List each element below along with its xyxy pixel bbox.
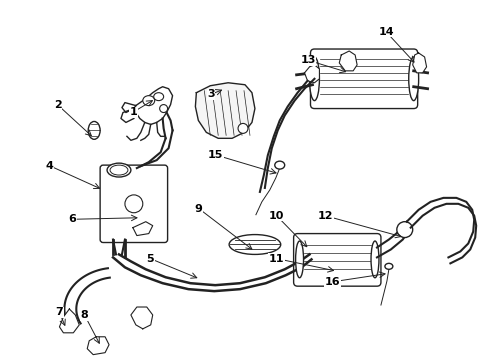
Ellipse shape: [409, 57, 418, 100]
Text: 2: 2: [54, 100, 62, 110]
Text: 7: 7: [55, 307, 63, 317]
Text: 9: 9: [195, 203, 203, 213]
Polygon shape: [59, 309, 79, 333]
Text: 8: 8: [81, 310, 88, 320]
Polygon shape: [87, 337, 109, 355]
Text: 4: 4: [46, 161, 53, 171]
FancyBboxPatch shape: [294, 234, 381, 286]
Text: 6: 6: [69, 214, 76, 224]
Polygon shape: [305, 65, 319, 83]
Ellipse shape: [107, 163, 131, 177]
Text: 10: 10: [269, 211, 284, 221]
Polygon shape: [413, 53, 427, 73]
Ellipse shape: [275, 161, 285, 169]
Ellipse shape: [385, 264, 393, 269]
Ellipse shape: [295, 241, 303, 278]
Polygon shape: [131, 307, 153, 329]
Text: 16: 16: [325, 277, 341, 287]
Text: 3: 3: [207, 89, 215, 99]
Ellipse shape: [88, 121, 100, 139]
Text: 13: 13: [300, 55, 316, 65]
Polygon shape: [196, 83, 255, 138]
Polygon shape: [134, 87, 172, 125]
Polygon shape: [133, 222, 153, 235]
Text: 1: 1: [129, 107, 137, 117]
Ellipse shape: [143, 96, 155, 105]
Ellipse shape: [238, 123, 248, 133]
Ellipse shape: [125, 195, 143, 213]
Text: 11: 11: [269, 253, 284, 264]
FancyBboxPatch shape: [311, 49, 417, 109]
Ellipse shape: [371, 241, 379, 278]
Polygon shape: [339, 51, 357, 71]
Text: 15: 15: [208, 150, 223, 160]
Ellipse shape: [110, 165, 128, 175]
Text: 12: 12: [318, 211, 333, 221]
Ellipse shape: [397, 222, 413, 238]
Text: 5: 5: [147, 253, 154, 264]
Ellipse shape: [229, 235, 281, 255]
Ellipse shape: [154, 93, 164, 100]
Text: 14: 14: [378, 27, 394, 37]
FancyBboxPatch shape: [100, 165, 168, 243]
Ellipse shape: [310, 57, 319, 100]
Ellipse shape: [160, 105, 168, 113]
